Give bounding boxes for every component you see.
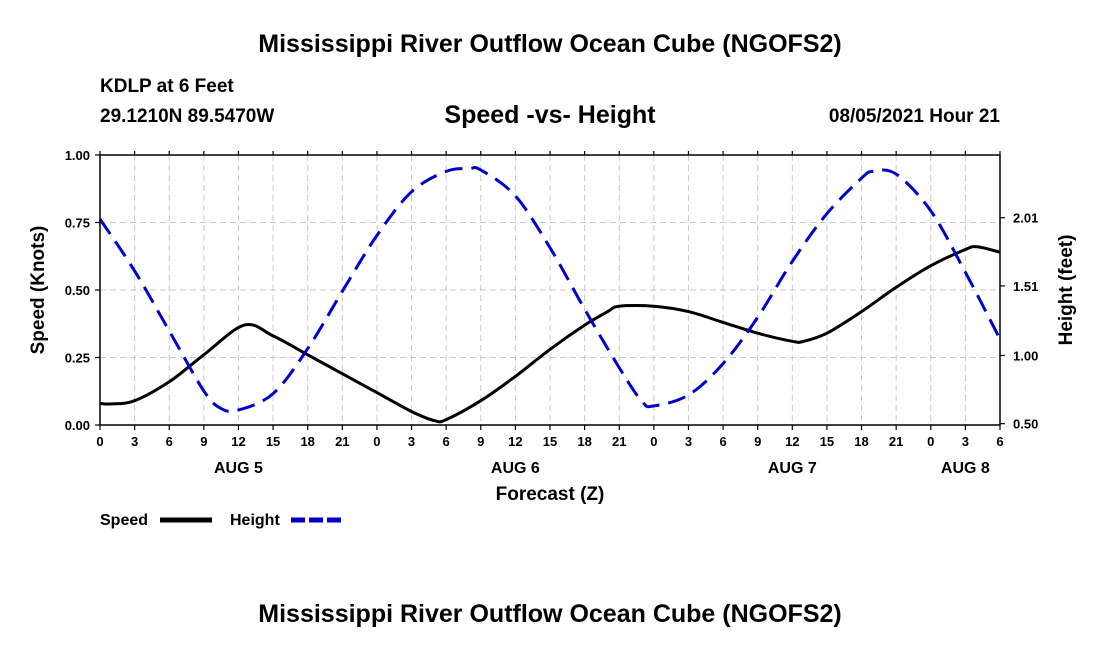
x-tick-label: 15 — [266, 434, 280, 449]
y-right-tick-label: 2.01 — [1013, 211, 1038, 226]
x-axis-title: Forecast (Z) — [496, 484, 605, 505]
x-tick-label: 21 — [889, 434, 903, 449]
x-tick-label: 12 — [231, 434, 245, 449]
station-label: KDLP at 6 Feet — [100, 76, 234, 97]
y-right-tick-label: 1.51 — [1013, 279, 1038, 294]
x-tick-label: 0 — [96, 434, 103, 449]
chart-footer-title: Mississippi River Outflow Ocean Cube (NG… — [258, 600, 842, 628]
x-tick-label: 3 — [131, 434, 138, 449]
y-left-tick-label: 1.00 — [65, 148, 90, 163]
x-tick-label: 0 — [373, 434, 380, 449]
speed-series-line — [99, 245, 1001, 424]
y-right-tick-label: 1.00 — [1013, 348, 1038, 363]
legend-height-label: Height — [230, 512, 280, 529]
location-coordinates: 29.1210N 89.5470W — [100, 106, 275, 127]
y-right-tick-label: 0.50 — [1013, 417, 1038, 432]
y-axis-left-title: Speed (Knots) — [28, 226, 49, 355]
x-tick-label: 15 — [543, 434, 557, 449]
x-tick-label: 18 — [300, 434, 314, 449]
height-series-line — [98, 166, 1002, 413]
grid-layer — [100, 155, 1000, 425]
x-day-label: AUG 5 — [214, 460, 263, 477]
x-tick-label: 12 — [508, 434, 522, 449]
x-day-label: AUG 6 — [491, 460, 540, 477]
x-tick-label: 21 — [335, 434, 349, 449]
x-tick-label: 9 — [754, 434, 761, 449]
y-left-tick-label: 0.50 — [65, 283, 90, 298]
axis-layer: 0 3 6 9 12 15 18 21 0 3 6 9 12 15 18 21 0 3 6 9 12 15 18 21 0 3 6A… — [65, 148, 1039, 477]
x-tick-label: 3 — [685, 434, 692, 449]
chart-title: Mississippi River Outflow Ocean Cube (NG… — [258, 30, 842, 58]
x-tick-label: 21 — [612, 434, 626, 449]
x-tick-label: 6 — [719, 434, 726, 449]
x-tick-label: 0 — [650, 434, 657, 449]
x-tick-label: 18 — [577, 434, 591, 449]
x-tick-label: 9 — [477, 434, 484, 449]
legend-speed-label: Speed — [100, 512, 148, 529]
y-left-tick-label: 0.25 — [65, 351, 90, 366]
series-layer — [98, 166, 1002, 424]
chart-subtitle: Speed -vs- Height — [444, 101, 656, 129]
x-tick-label: 3 — [408, 434, 415, 449]
y-axis-right-title: Height (feet) — [1056, 235, 1077, 346]
x-tick-label: 12 — [785, 434, 799, 449]
forecast-datetime: 08/05/2021 Hour 21 — [828, 106, 1000, 127]
y-left-tick-label: 0.75 — [65, 216, 90, 231]
x-tick-label: 9 — [200, 434, 207, 449]
legend: Speed Height — [100, 512, 343, 529]
y-left-tick-label: 0.00 — [65, 418, 90, 433]
x-tick-label: 6 — [443, 434, 450, 449]
x-day-label: AUG 8 — [941, 460, 990, 477]
x-tick-label: 15 — [820, 434, 834, 449]
x-tick-label: 3 — [962, 434, 969, 449]
x-tick-label: 6 — [166, 434, 173, 449]
x-tick-label: 18 — [854, 434, 868, 449]
x-tick-label: 0 — [927, 434, 934, 449]
x-day-label: AUG 7 — [768, 460, 817, 477]
x-tick-label: 6 — [996, 434, 1003, 449]
